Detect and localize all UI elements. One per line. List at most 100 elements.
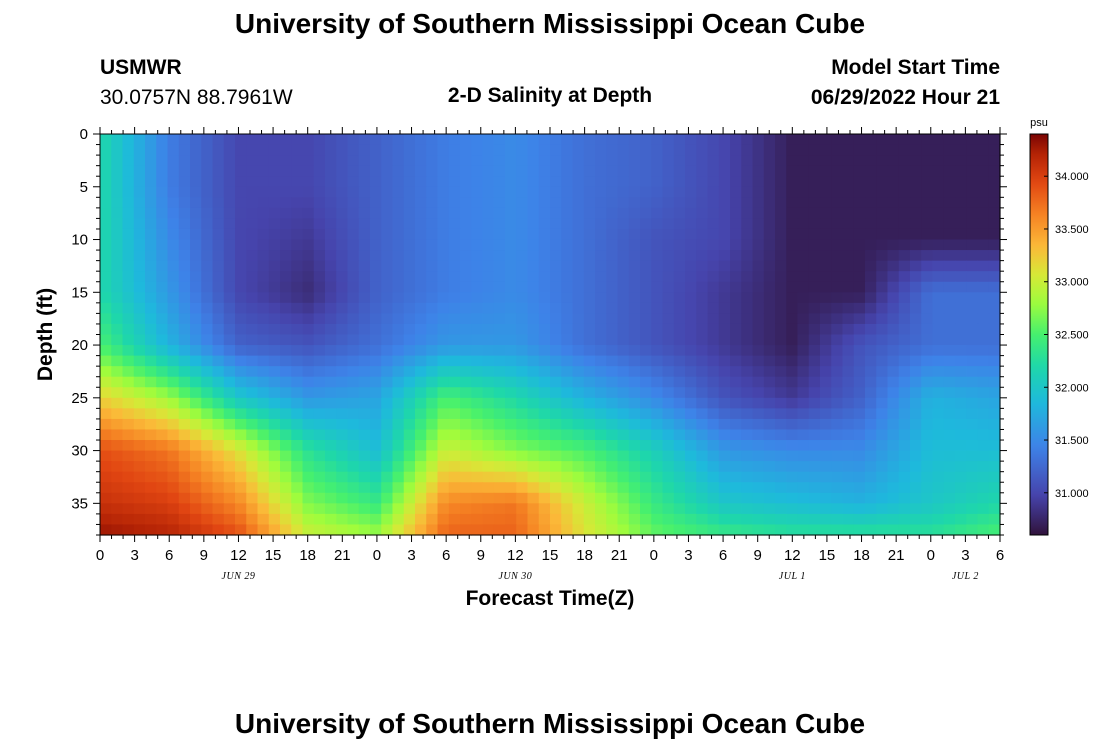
heatmap-cell [505,397,517,409]
heatmap-cell [797,197,810,209]
heatmap-cell [448,250,461,262]
heatmap-cell [898,440,911,452]
heatmap-cell [370,228,382,241]
heatmap-cell [628,218,641,230]
heatmap-cell [347,408,360,420]
heatmap-cell [347,281,360,293]
heatmap-cell [775,134,787,146]
heatmap-cell [482,292,495,304]
heatmap-cell [865,302,877,314]
heatmap-cell [415,155,427,167]
heatmap-cell [493,207,506,220]
heatmap-cell [572,165,585,177]
heatmap-cell [313,250,326,262]
heatmap-cell [730,503,742,515]
heatmap-cell [640,186,652,198]
heatmap-cell [887,492,900,504]
heatmap-cell [583,271,596,283]
heatmap-cell [336,345,349,357]
heatmap-cell [516,387,529,399]
heatmap-cell [741,144,754,156]
heatmap-cell [685,334,697,346]
heatmap-cell [527,155,540,167]
heatmap-cell [516,450,529,462]
heatmap-cell [853,239,866,251]
heatmap-cell [662,355,675,367]
heatmap-cell [628,334,641,346]
heatmap-cell [100,482,112,494]
heatmap-cell [775,313,787,325]
heatmap-cell [201,292,214,304]
heatmap-cell [235,482,247,494]
heatmap-cell [876,281,889,293]
heatmap-cell [448,134,461,146]
heatmap-cell [358,418,371,431]
heatmap-cell [955,228,967,241]
heatmap-cell [133,218,146,230]
heatmap-cell [797,207,810,220]
heatmap-cell [347,302,360,314]
heatmap-cell [628,366,641,378]
heatmap-cell [763,176,776,188]
heatmap-cell [966,334,979,346]
heatmap-cell [437,408,450,420]
heatmap-cell [201,503,214,515]
heatmap-cell [347,239,360,251]
heatmap-cell [640,323,652,336]
heatmap-cell [662,260,675,272]
heatmap-cell [415,418,427,431]
heatmap-cell [190,408,202,420]
heatmap-cell [426,281,439,293]
heatmap-cell [190,482,202,494]
heatmap-cell [572,281,585,293]
heatmap-cell [853,513,866,526]
heatmap-cell [100,228,112,241]
heatmap-cell [797,440,810,452]
heatmap-cell [347,482,360,494]
heatmap-cell [977,524,990,536]
heatmap-cell [572,366,585,378]
heatmap-cell [831,228,844,241]
heatmap-cell [482,418,495,431]
heatmap-cell [190,186,202,198]
heatmap-cell [763,165,776,177]
heatmap-cell [325,302,337,314]
heatmap-cell [898,461,911,473]
heatmap-cell [595,207,607,220]
heatmap-cell [415,281,427,293]
x-tick-label: 0 [373,547,381,564]
heatmap-cell [100,503,112,515]
heatmap-cell [988,429,1001,441]
heatmap-cell [955,345,967,357]
heatmap-cell [595,429,607,441]
heatmap-cell [178,482,191,494]
heatmap-cell [313,440,326,452]
heatmap-cell [628,260,641,272]
heatmap-cell [133,482,146,494]
heatmap-cell [280,218,292,230]
heatmap-cell [156,418,169,431]
heatmap-cell [617,239,630,251]
heatmap-cell [853,281,866,293]
heatmap-cell [201,471,214,483]
heatmap-cell [381,281,394,293]
heatmap-cell [268,144,281,156]
heatmap-cell [662,408,675,420]
heatmap-cell [685,134,697,146]
heatmap-cell [640,355,652,367]
heatmap-cell [291,292,304,304]
heatmap-cell [842,482,855,494]
heatmap-cell [403,228,416,241]
heatmap-cell [190,176,202,188]
heatmap-cell [190,355,202,367]
heatmap-cell [966,292,979,304]
heatmap-cell [392,355,405,367]
heatmap-cell [808,271,821,283]
heatmap-cell [280,334,292,346]
heatmap-cell [190,165,202,177]
heatmap-cell [156,207,169,220]
heatmap-cell [381,186,394,198]
heatmap-cell [302,366,315,378]
heatmap-cell [167,524,180,536]
x-tick-label: 6 [996,547,1004,564]
